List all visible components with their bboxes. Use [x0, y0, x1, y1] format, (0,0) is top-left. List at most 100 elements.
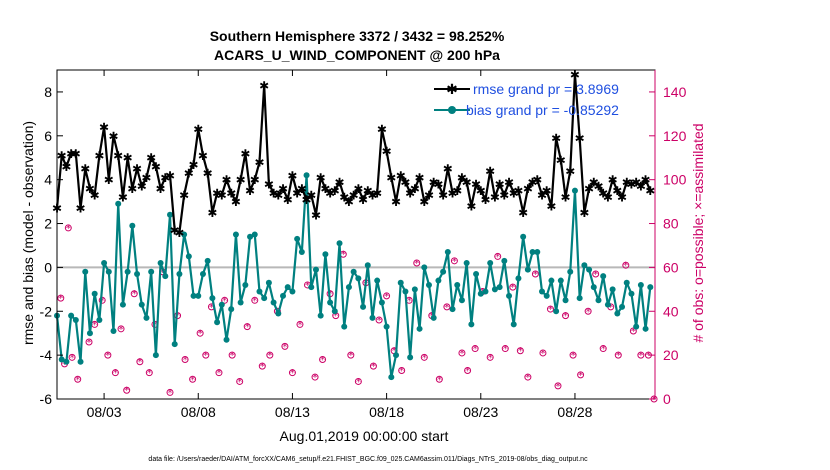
y-tick-label: 0	[44, 259, 52, 275]
rmse-point: ✱	[221, 173, 231, 187]
rmse-point: ✱	[438, 189, 448, 203]
rmse-point: ✱	[400, 175, 410, 189]
rmse-point: ✱	[405, 186, 415, 200]
rmse-point: ✱	[250, 173, 260, 187]
rmse-point: ✱	[226, 186, 236, 200]
rmse-point: ✱	[358, 193, 368, 207]
obs-possible-point	[531, 270, 539, 278]
y-axis-label: rmse and bias (model - observation)	[20, 121, 36, 345]
rmse-point: ✱	[509, 186, 519, 200]
rmse-point: ✱	[622, 175, 632, 189]
obs-assimilated-point: *	[459, 348, 464, 359]
x-tick-label: 08/08	[181, 404, 216, 420]
y-tick-label: 4	[44, 172, 52, 188]
rmse-point: ✱	[410, 182, 420, 196]
bias-point	[115, 200, 122, 207]
obs-possible-point	[189, 375, 197, 383]
bias-point	[101, 260, 108, 267]
obs-assimilated-point: *	[518, 346, 523, 357]
rmse-point: ✱	[108, 129, 118, 143]
bias-point	[96, 317, 103, 324]
obs-possible-point	[288, 369, 296, 377]
rmse-point: ✱	[292, 186, 302, 200]
rmse-point: ✱	[94, 149, 104, 163]
rmse-point: ✱	[443, 162, 453, 176]
bias-point	[449, 306, 456, 313]
rmse-point: ✱	[367, 189, 377, 203]
obs-assimilated-point: *	[399, 366, 404, 377]
rmse-point: ✱	[598, 186, 608, 200]
x-axis-ticks: 08/03 08/08 08/13 08/18 08/23 08/28	[87, 70, 593, 420]
bias-point	[157, 260, 164, 267]
obs-assimilated-point: *	[473, 344, 478, 355]
obs-assimilated-point: *	[70, 353, 75, 364]
obs-possible-point	[599, 345, 607, 353]
obs-assimilated-point: *	[183, 355, 188, 366]
rmse-point: ✱	[287, 169, 297, 183]
obs-possible-point	[637, 351, 645, 359]
rmse-point: ✱	[485, 164, 495, 178]
rmse-point: ✱	[499, 189, 509, 203]
bias-point	[228, 306, 235, 313]
rmse-point: ✱	[151, 160, 161, 174]
bias-point	[543, 292, 550, 299]
bias-point	[529, 249, 536, 256]
bias-point	[345, 284, 352, 291]
rmse-point: ✱	[283, 193, 293, 207]
bias-point	[199, 270, 206, 277]
bias-point	[72, 317, 79, 324]
obs-assimilated-point: *	[407, 296, 412, 307]
obs-assimilated-point: *	[348, 351, 353, 362]
bias-point	[91, 290, 98, 297]
bias-point	[327, 299, 334, 306]
obs-assimilated-point: *	[222, 296, 227, 307]
bias-point	[322, 251, 329, 258]
obs-possible-point	[266, 351, 274, 359]
obs-assimilated-point: *	[297, 320, 302, 331]
bias-point	[397, 279, 404, 286]
obs-assimilated-point: *	[495, 252, 500, 263]
y-tick-label: 6	[44, 128, 52, 144]
obs-assimilated-point: *	[503, 344, 508, 355]
obs-assimilated-point: *	[437, 375, 442, 386]
obs-possible-point	[85, 338, 93, 346]
y2-tick-label: 0	[663, 391, 671, 407]
bias-point	[138, 301, 145, 308]
obs-assimilated-point: *	[190, 375, 195, 386]
rmse-point: ✱	[198, 149, 208, 163]
rmse-point: ✱	[495, 178, 505, 192]
rmse-point: ✱	[353, 182, 363, 196]
x-tick-label: 08/13	[275, 404, 310, 420]
bias-point	[440, 268, 447, 275]
rmse-point: ✱	[57, 149, 67, 163]
y-tick-label: 2	[44, 216, 52, 232]
obs-possible-point	[562, 312, 570, 320]
rmse-point: ✱	[132, 162, 142, 176]
rmse-point: ✱	[471, 178, 481, 192]
x-tick-label: 08/03	[87, 404, 122, 420]
obs-assimilated-point: *	[160, 267, 165, 278]
obs-possible-point	[319, 356, 327, 364]
obs-assimilated-point: *	[638, 351, 643, 362]
rmse-point: ✱	[236, 173, 246, 187]
rmse-point: ✱	[626, 178, 636, 192]
obs-assimilated-point: *	[230, 351, 235, 362]
bias-point	[143, 314, 150, 321]
y2-tick-label: 40	[663, 303, 679, 319]
rmse-point: ✱	[528, 175, 538, 189]
obs-possible-point	[296, 320, 304, 328]
obs-assimilated-point: *	[563, 311, 568, 322]
rmse-point: ✱	[80, 162, 90, 176]
rmse-point: ✱	[156, 182, 166, 196]
bias-point	[134, 270, 141, 277]
rmse-point: ✱	[245, 184, 255, 198]
obs-possible-point	[577, 371, 585, 379]
obs-assimilated-point: *	[601, 344, 606, 355]
obs-possible-point	[501, 345, 509, 353]
bias-point	[435, 277, 442, 284]
rmse-point: ✱	[480, 193, 490, 207]
bias-point	[209, 295, 216, 302]
bias-point	[167, 211, 174, 218]
obs-assimilated-point: *	[608, 302, 613, 313]
